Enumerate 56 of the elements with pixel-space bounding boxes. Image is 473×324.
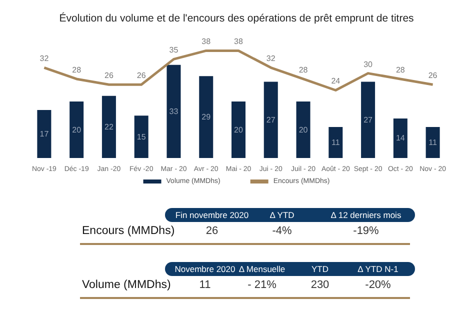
text: Δ Mensuelle — [238, 263, 286, 276]
data-label: 20 — [72, 125, 82, 134]
text: Encours (MMDhs) — [82, 225, 175, 237]
bar — [232, 102, 246, 158]
data-label: 28 — [396, 65, 406, 74]
bar — [102, 96, 116, 158]
text: 230 — [310, 279, 330, 291]
data-label: 27 — [364, 115, 374, 124]
bar — [199, 76, 214, 158]
bar — [166, 64, 181, 158]
text: - 21% — [248, 279, 276, 291]
text: 26 — [206, 225, 218, 237]
data-label: 30 — [364, 60, 374, 69]
data-label: 32 — [266, 54, 276, 64]
text: -20% — [365, 279, 391, 291]
data-label: 28 — [72, 65, 82, 74]
text: YTD — [312, 263, 328, 276]
data-label: 11 — [428, 138, 438, 147]
data-label: 11 — [332, 138, 340, 147]
text: 11 — [199, 279, 211, 291]
data-label: 38 — [234, 37, 244, 46]
data-label: 29 — [202, 112, 212, 122]
bar — [361, 82, 376, 158]
bar — [264, 82, 278, 158]
bar — [393, 118, 408, 158]
data-label: 27 — [266, 115, 276, 124]
data-label: 20 — [298, 125, 308, 134]
data-label: 33 — [169, 106, 179, 116]
data-label: 35 — [169, 46, 179, 55]
text: Δ 12 derniers mois — [330, 209, 402, 222]
data-label: 38 — [202, 37, 212, 46]
data-label: 26 — [104, 71, 114, 80]
bar — [134, 116, 148, 158]
data-label: 24 — [331, 76, 341, 86]
text: Fin novembre 2020 — [175, 209, 249, 222]
bar — [426, 126, 440, 158]
text: Δ YTD N-1 — [358, 263, 398, 276]
data-label: 15 — [136, 132, 146, 142]
text: -19% — [353, 225, 379, 237]
data-label: 20 — [234, 125, 244, 134]
data-label: 26 — [428, 71, 438, 80]
data-label: 22 — [104, 122, 114, 132]
data-label: 17 — [40, 130, 50, 139]
bar — [296, 102, 310, 158]
text: Δ YTD — [270, 209, 294, 222]
bar — [70, 102, 84, 158]
chart-title: Évolution du volume et de l'encours des opérations de prêt emprunt de titres — [59, 12, 414, 24]
text: Volume (MMDhs) — [82, 279, 171, 291]
data-label: 32 — [40, 54, 50, 64]
data-label: 28 — [298, 65, 308, 74]
data-label: 14 — [396, 134, 406, 143]
bar — [328, 126, 343, 158]
text: Novembre 2020 — [174, 263, 236, 276]
text: -4% — [272, 225, 292, 237]
bar — [37, 110, 52, 158]
data-label: 26 — [136, 71, 146, 80]
